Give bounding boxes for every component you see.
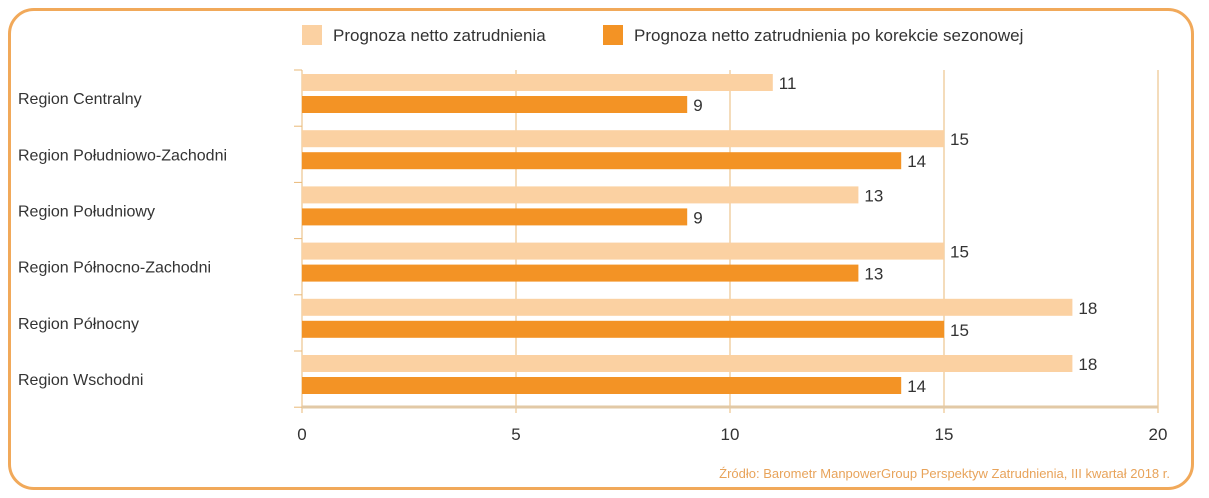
- bar: [302, 377, 902, 394]
- bar: [302, 320, 944, 338]
- bar: [302, 355, 1073, 372]
- bar: [302, 96, 688, 113]
- data-label: 18: [1078, 355, 1097, 374]
- legend-swatch: [302, 25, 322, 45]
- category-label: Region Północny: [18, 316, 139, 333]
- bar: [302, 74, 773, 91]
- x-tick-label: 20: [1149, 425, 1168, 444]
- category-label: Region Południowy: [18, 204, 155, 221]
- x-tick-label: 10: [721, 425, 740, 444]
- data-label: 18: [1078, 299, 1097, 318]
- bar: [302, 186, 859, 204]
- data-label: 13: [864, 186, 883, 205]
- category-label: Region Północno-Zachodni: [18, 260, 211, 277]
- data-label: 13: [864, 265, 883, 284]
- data-label: 14: [907, 377, 926, 396]
- bar: [302, 152, 902, 170]
- category-label: Region Wschodni: [18, 372, 143, 389]
- data-label: 14: [907, 152, 926, 171]
- legend-swatch: [603, 25, 623, 45]
- bar: [302, 242, 944, 260]
- category-label: Region Centralny: [18, 91, 142, 108]
- x-tick-label: 0: [297, 425, 306, 444]
- data-label: 11: [779, 74, 797, 93]
- category-label: Region Południowo-Zachodni: [18, 147, 227, 164]
- legend-label: Prognoza netto zatrudnienia: [333, 26, 546, 45]
- data-label: 15: [950, 321, 969, 340]
- bar: [302, 264, 859, 282]
- x-tick-label: 5: [511, 425, 520, 444]
- bar: [302, 208, 688, 226]
- bar: [302, 298, 1073, 316]
- x-tick-label: 15: [935, 425, 954, 444]
- source-note: Źródło: Barometr ManpowerGroup Perspekty…: [719, 466, 1170, 481]
- data-label: 15: [950, 243, 969, 262]
- data-label: 15: [950, 130, 969, 149]
- bar: [302, 130, 944, 148]
- chart-frame: [8, 8, 1194, 490]
- data-label: 9: [693, 208, 702, 227]
- data-label: 9: [693, 96, 702, 115]
- legend-label: Prognoza netto zatrudnienia po korekcie …: [634, 26, 1023, 45]
